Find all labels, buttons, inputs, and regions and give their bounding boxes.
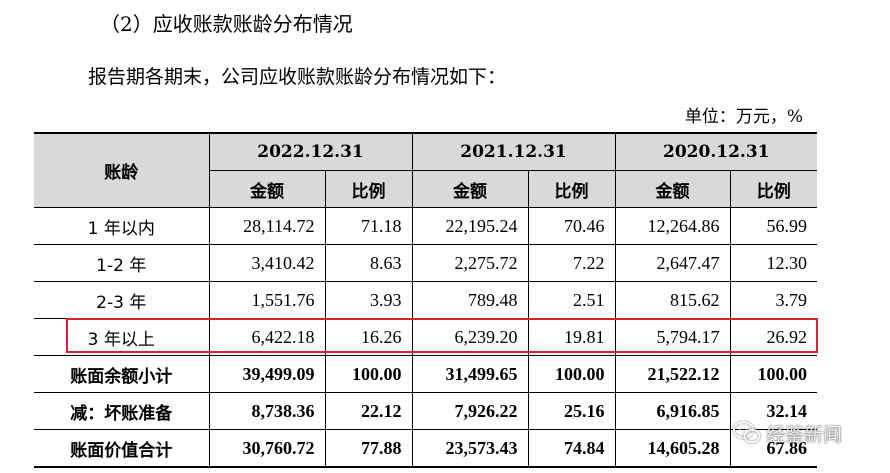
cell-ratio: 3.93	[324, 281, 413, 319]
header-ratio: 比例	[729, 170, 817, 208]
header-amount: 金额	[614, 170, 731, 208]
header-period-2021: 2021.12.31	[411, 132, 616, 171]
cell-ratio: 67.86	[729, 429, 817, 468]
cell-amount: 21,522.12	[614, 355, 731, 393]
cell-ratio: 56.99	[729, 207, 817, 245]
cell-amount: 6,239.20	[411, 318, 529, 356]
table-row-highlighted: 3 年以上 6,422.18 16.26 6,239.20 19.81 5,79…	[34, 318, 817, 356]
aging-table: 账龄 2022.12.31 2021.12.31 2020.12.31 金额 比…	[34, 132, 817, 468]
cell-amount: 31,499.65	[411, 355, 529, 393]
header-period-2020: 2020.12.31	[614, 132, 817, 171]
cell-amount: 12,264.86	[614, 207, 731, 245]
unit-note: 单位：万元，%	[684, 107, 803, 127]
header-row-subheaders: 金额 比例 金额 比例 金额 比例	[34, 170, 817, 208]
cell-amount: 8,738.36	[208, 392, 326, 430]
cell-amount: 5,794.17	[614, 318, 731, 356]
header-ratio: 比例	[324, 170, 413, 208]
cell-ratio: 7.22	[527, 244, 616, 282]
cell-ratio: 71.18	[324, 207, 413, 245]
cell-ratio: 32.14	[729, 392, 817, 430]
cell-amount: 3,410.42	[208, 244, 326, 282]
cell-amount: 6,916.85	[614, 392, 731, 430]
table-row-total: 账面价值合计 30,760.72 77.88 23,573.43 74.84 1…	[34, 429, 817, 468]
cell-amount: 28,114.72	[208, 207, 326, 245]
cell-ratio: 19.81	[527, 318, 616, 356]
cell-amount: 789.48	[411, 281, 529, 319]
watermark: 经鉴新闻	[732, 418, 842, 448]
cell-ratio: 25.16	[527, 392, 616, 430]
cell-amount: 2,275.72	[411, 244, 529, 282]
row-label: 1 年以内	[34, 207, 210, 245]
cell-amount: 1,551.76	[208, 281, 326, 319]
table-row: 1 年以内 28,114.72 71.18 22,195.24 70.46 12…	[34, 207, 817, 245]
cell-ratio: 26.92	[729, 318, 817, 356]
table-row: 2-3 年 1,551.76 3.93 789.48 2.51 815.62 3…	[34, 281, 817, 319]
cell-ratio: 100.00	[324, 355, 413, 393]
cell-ratio: 100.00	[729, 355, 817, 393]
cell-amount: 2,647.47	[614, 244, 731, 282]
cell-amount: 30,760.72	[208, 429, 326, 468]
section-heading: （2）应收账款账龄分布情况	[100, 12, 353, 36]
table-row: 1-2 年 3,410.42 8.63 2,275.72 7.22 2,647.…	[34, 244, 817, 282]
table-row-allowance: 减：坏账准备 8,738.36 22.12 7,926.22 25.16 6,9…	[34, 392, 817, 430]
row-label: 账面价值合计	[34, 429, 210, 468]
wechat-icon	[733, 421, 761, 444]
cell-amount: 6,422.18	[208, 318, 326, 356]
row-label: 减：坏账准备	[34, 392, 210, 430]
cell-amount: 22,195.24	[411, 207, 529, 245]
cell-amount: 39,499.09	[208, 355, 326, 393]
watermark-text: 经鉴新闻	[766, 423, 843, 446]
cell-ratio: 70.46	[527, 207, 616, 245]
cell-ratio: 2.51	[527, 281, 616, 319]
header-ratio: 比例	[527, 170, 616, 208]
table-row-subtotal: 账面余额小计 39,499.09 100.00 31,499.65 100.00…	[34, 355, 817, 393]
row-label: 3 年以上	[34, 318, 210, 356]
cell-amount: 7,926.22	[411, 392, 529, 430]
cell-ratio: 16.26	[324, 318, 413, 356]
header-amount: 金额	[411, 170, 529, 208]
cell-amount: 14,605.28	[614, 429, 731, 468]
cell-ratio: 12.30	[729, 244, 817, 282]
cell-ratio: 74.84	[527, 429, 616, 468]
intro-paragraph: 报告期各期末，公司应收账款账龄分布情况如下：	[88, 66, 507, 88]
cell-ratio: 100.00	[527, 355, 616, 393]
cell-amount: 815.62	[614, 281, 731, 319]
row-label: 2-3 年	[34, 281, 210, 319]
header-row-periods: 账龄 2022.12.31 2021.12.31 2020.12.31	[34, 132, 817, 208]
cell-ratio: 8.63	[324, 244, 413, 282]
header-period-2022: 2022.12.31	[208, 132, 413, 171]
row-label: 账面余额小计	[34, 355, 210, 393]
row-label: 1-2 年	[34, 244, 210, 282]
cell-amount: 23,573.43	[411, 429, 529, 468]
header-amount: 金额	[208, 170, 326, 208]
header-corner: 账龄	[34, 132, 210, 208]
cell-ratio: 3.79	[729, 281, 817, 319]
cell-ratio: 77.88	[324, 429, 413, 468]
cell-ratio: 22.12	[324, 392, 413, 430]
